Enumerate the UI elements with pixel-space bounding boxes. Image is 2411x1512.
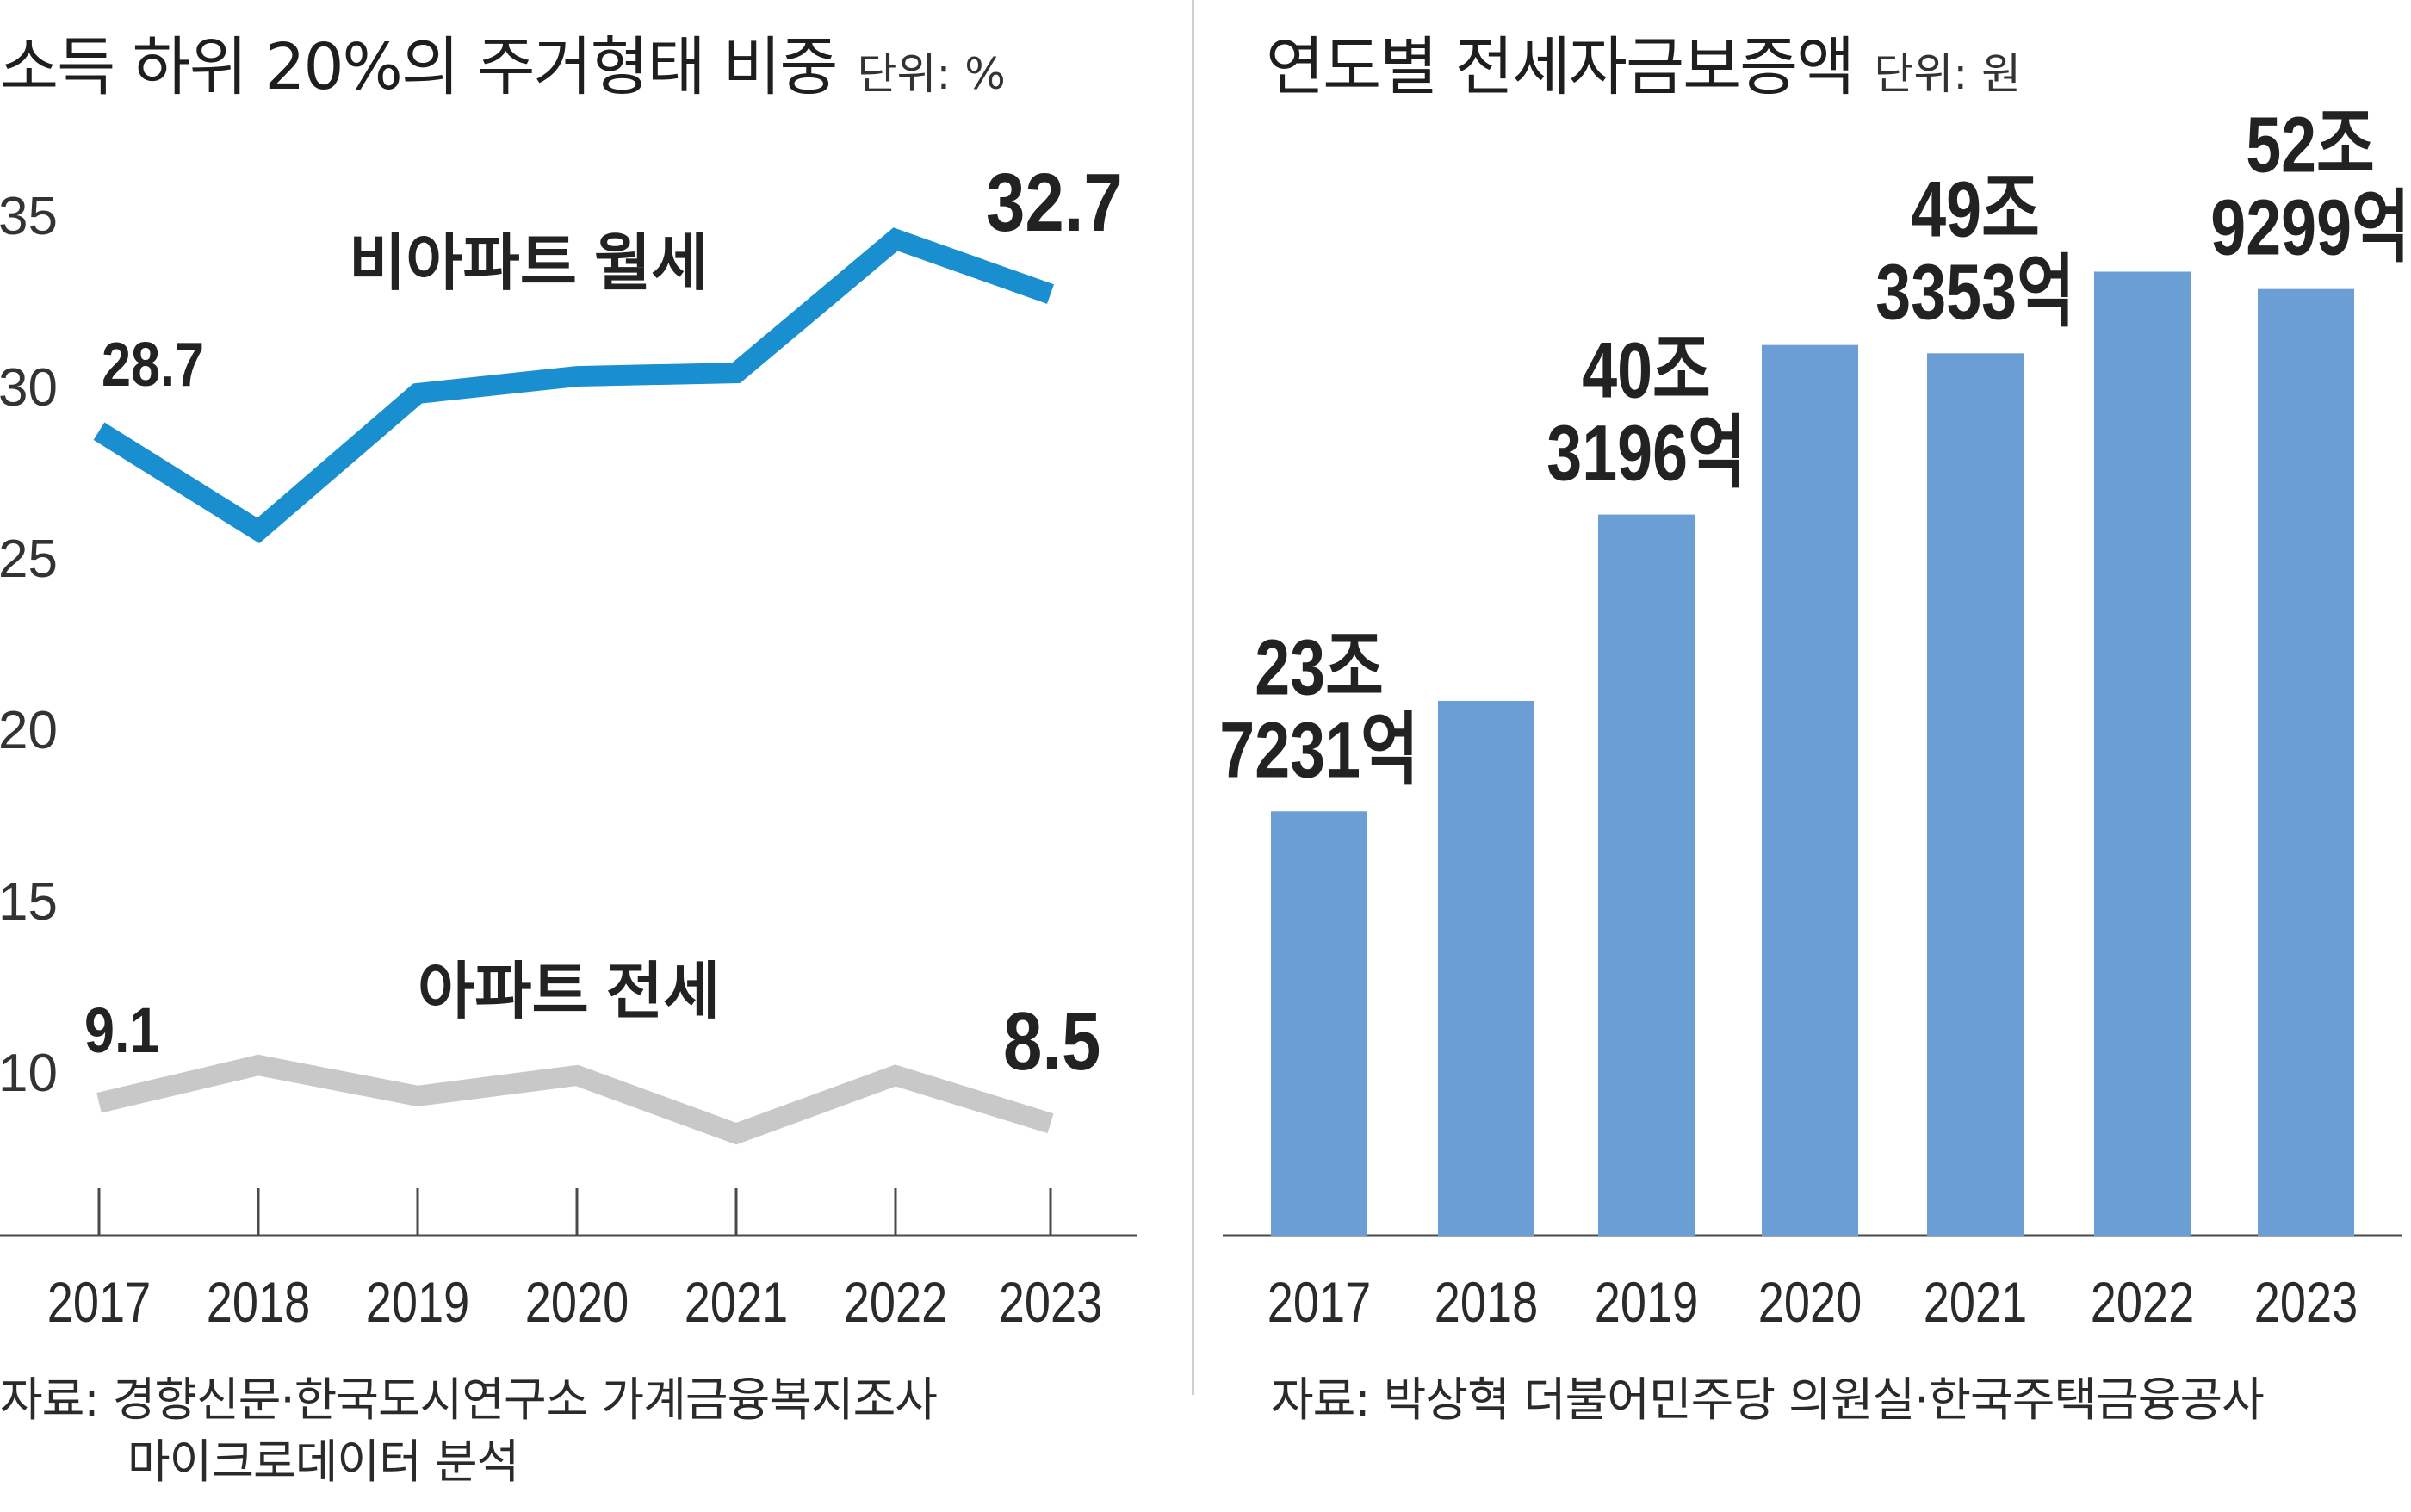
left-chart-panel: 소득 하위 20%의 주거형태 비중 단위: % 10 15 20 25 30 35 2017… — [0, 0, 1188, 1512]
line-chart: 10 15 20 25 30 35 2017 2018 2019 2020 2021 2022 2023… — [0, 156, 1137, 1334]
x-tick-label: 2021 — [1924, 1270, 2027, 1334]
data-value-label: 9.1 — [84, 995, 159, 1066]
x-tick-label: 2022 — [844, 1270, 947, 1334]
x-tick-label: 2018 — [1435, 1270, 1538, 1334]
x-tick-label: 2020 — [1758, 1270, 1862, 1334]
y-tick-label: 30 — [0, 358, 58, 418]
data-value-label: 23조 — [1255, 623, 1384, 711]
bar-chart: 2017 2018 2019 2020 2021 2022 202323조7231억40조3… — [1219, 101, 2409, 1334]
right-source: 자료: 박상혁 더불어민주당 의원실·한국주택금융공사 — [1271, 1369, 2265, 1431]
series-name-nonapt-monthly: 비아파트 월세 — [349, 229, 708, 298]
data-value-label: 9299억 — [2210, 183, 2409, 272]
series-name-apt-jeonse: 아파트 전세 — [418, 957, 720, 1026]
data-value-label: 40조 — [1582, 326, 1711, 415]
data-value-label: 7231억 — [1219, 705, 1418, 794]
left-source-line-1: 자료: 경향신문·한국도시연구소 가계금융복지조사 — [0, 1373, 938, 1427]
x-tick-label: 2018 — [207, 1270, 310, 1334]
left-source: 자료: 경향신문·한국도시연구소 가계금융복지조사 마이크로데이터 분석 — [0, 1369, 938, 1493]
bar — [1271, 811, 1367, 1236]
bar — [1598, 514, 1695, 1236]
data-value-label: 52조 — [2246, 101, 2375, 189]
x-tick-label: 2020 — [525, 1270, 629, 1334]
right-chart-panel: 연도별 전세자금보증액 단위: 원 2017 2018 2019 2020 2021 202… — [1197, 0, 2411, 1512]
x-tick-label: 2017 — [47, 1270, 151, 1334]
data-point — [735, 1133, 737, 1135]
left-chart-title: 소득 하위 20%의 주거형태 비중 — [0, 30, 838, 104]
y-tick-label: 10 — [0, 1044, 58, 1103]
data-point — [98, 1102, 100, 1104]
data-value-label: 3196억 — [1546, 409, 1745, 498]
bar — [1927, 353, 2024, 1236]
data-point — [257, 530, 259, 531]
bar — [2094, 271, 2191, 1236]
y-tick-label: 15 — [0, 872, 58, 932]
panel-divider — [1192, 0, 1194, 1395]
left-unit-label: 단위: % — [857, 49, 1006, 99]
x-tick-label: 2023 — [2254, 1270, 2358, 1334]
y-tick-label: 25 — [0, 530, 58, 589]
series-line-apt-jeonse — [96, 1054, 1054, 1145]
data-value-label: 32.7 — [986, 156, 1123, 249]
bar — [1438, 700, 1534, 1236]
x-tick-label: 2019 — [1595, 1270, 1698, 1334]
x-tick-label: 2017 — [1267, 1270, 1371, 1334]
right-title-row: 연도별 전세자금보증액 단위: 원 — [1266, 15, 2021, 108]
data-value-label: 3353억 — [1875, 247, 2074, 336]
x-tick-label: 2022 — [2091, 1270, 2194, 1334]
x-tick-label: 2023 — [999, 1270, 1102, 1334]
data-point — [257, 1064, 259, 1066]
data-point — [576, 375, 578, 377]
x-tick-label: 2019 — [366, 1270, 469, 1334]
data-value-label: 28.7 — [102, 331, 204, 400]
right-source-text: 자료: 박상혁 더불어민주당 의원실·한국주택금융공사 — [1271, 1373, 2265, 1427]
y-tick-label: 20 — [0, 701, 58, 760]
right-unit-label: 단위: 원 — [1874, 49, 2022, 99]
y-tick-label: 35 — [0, 187, 58, 246]
data-value-label: 49조 — [1911, 164, 2040, 253]
left-title-row: 소득 하위 20%의 주거형태 비중 단위: % — [0, 15, 1006, 108]
data-point — [735, 372, 737, 374]
x-tick-label: 2021 — [685, 1270, 788, 1334]
left-source-line-2: 마이크로데이터 분석 — [127, 1435, 519, 1489]
bar — [1762, 344, 1858, 1236]
bar — [2258, 288, 2354, 1236]
data-value-label: 8.5 — [1003, 995, 1100, 1088]
right-chart-title: 연도별 전세자금보증액 — [1266, 30, 1855, 104]
